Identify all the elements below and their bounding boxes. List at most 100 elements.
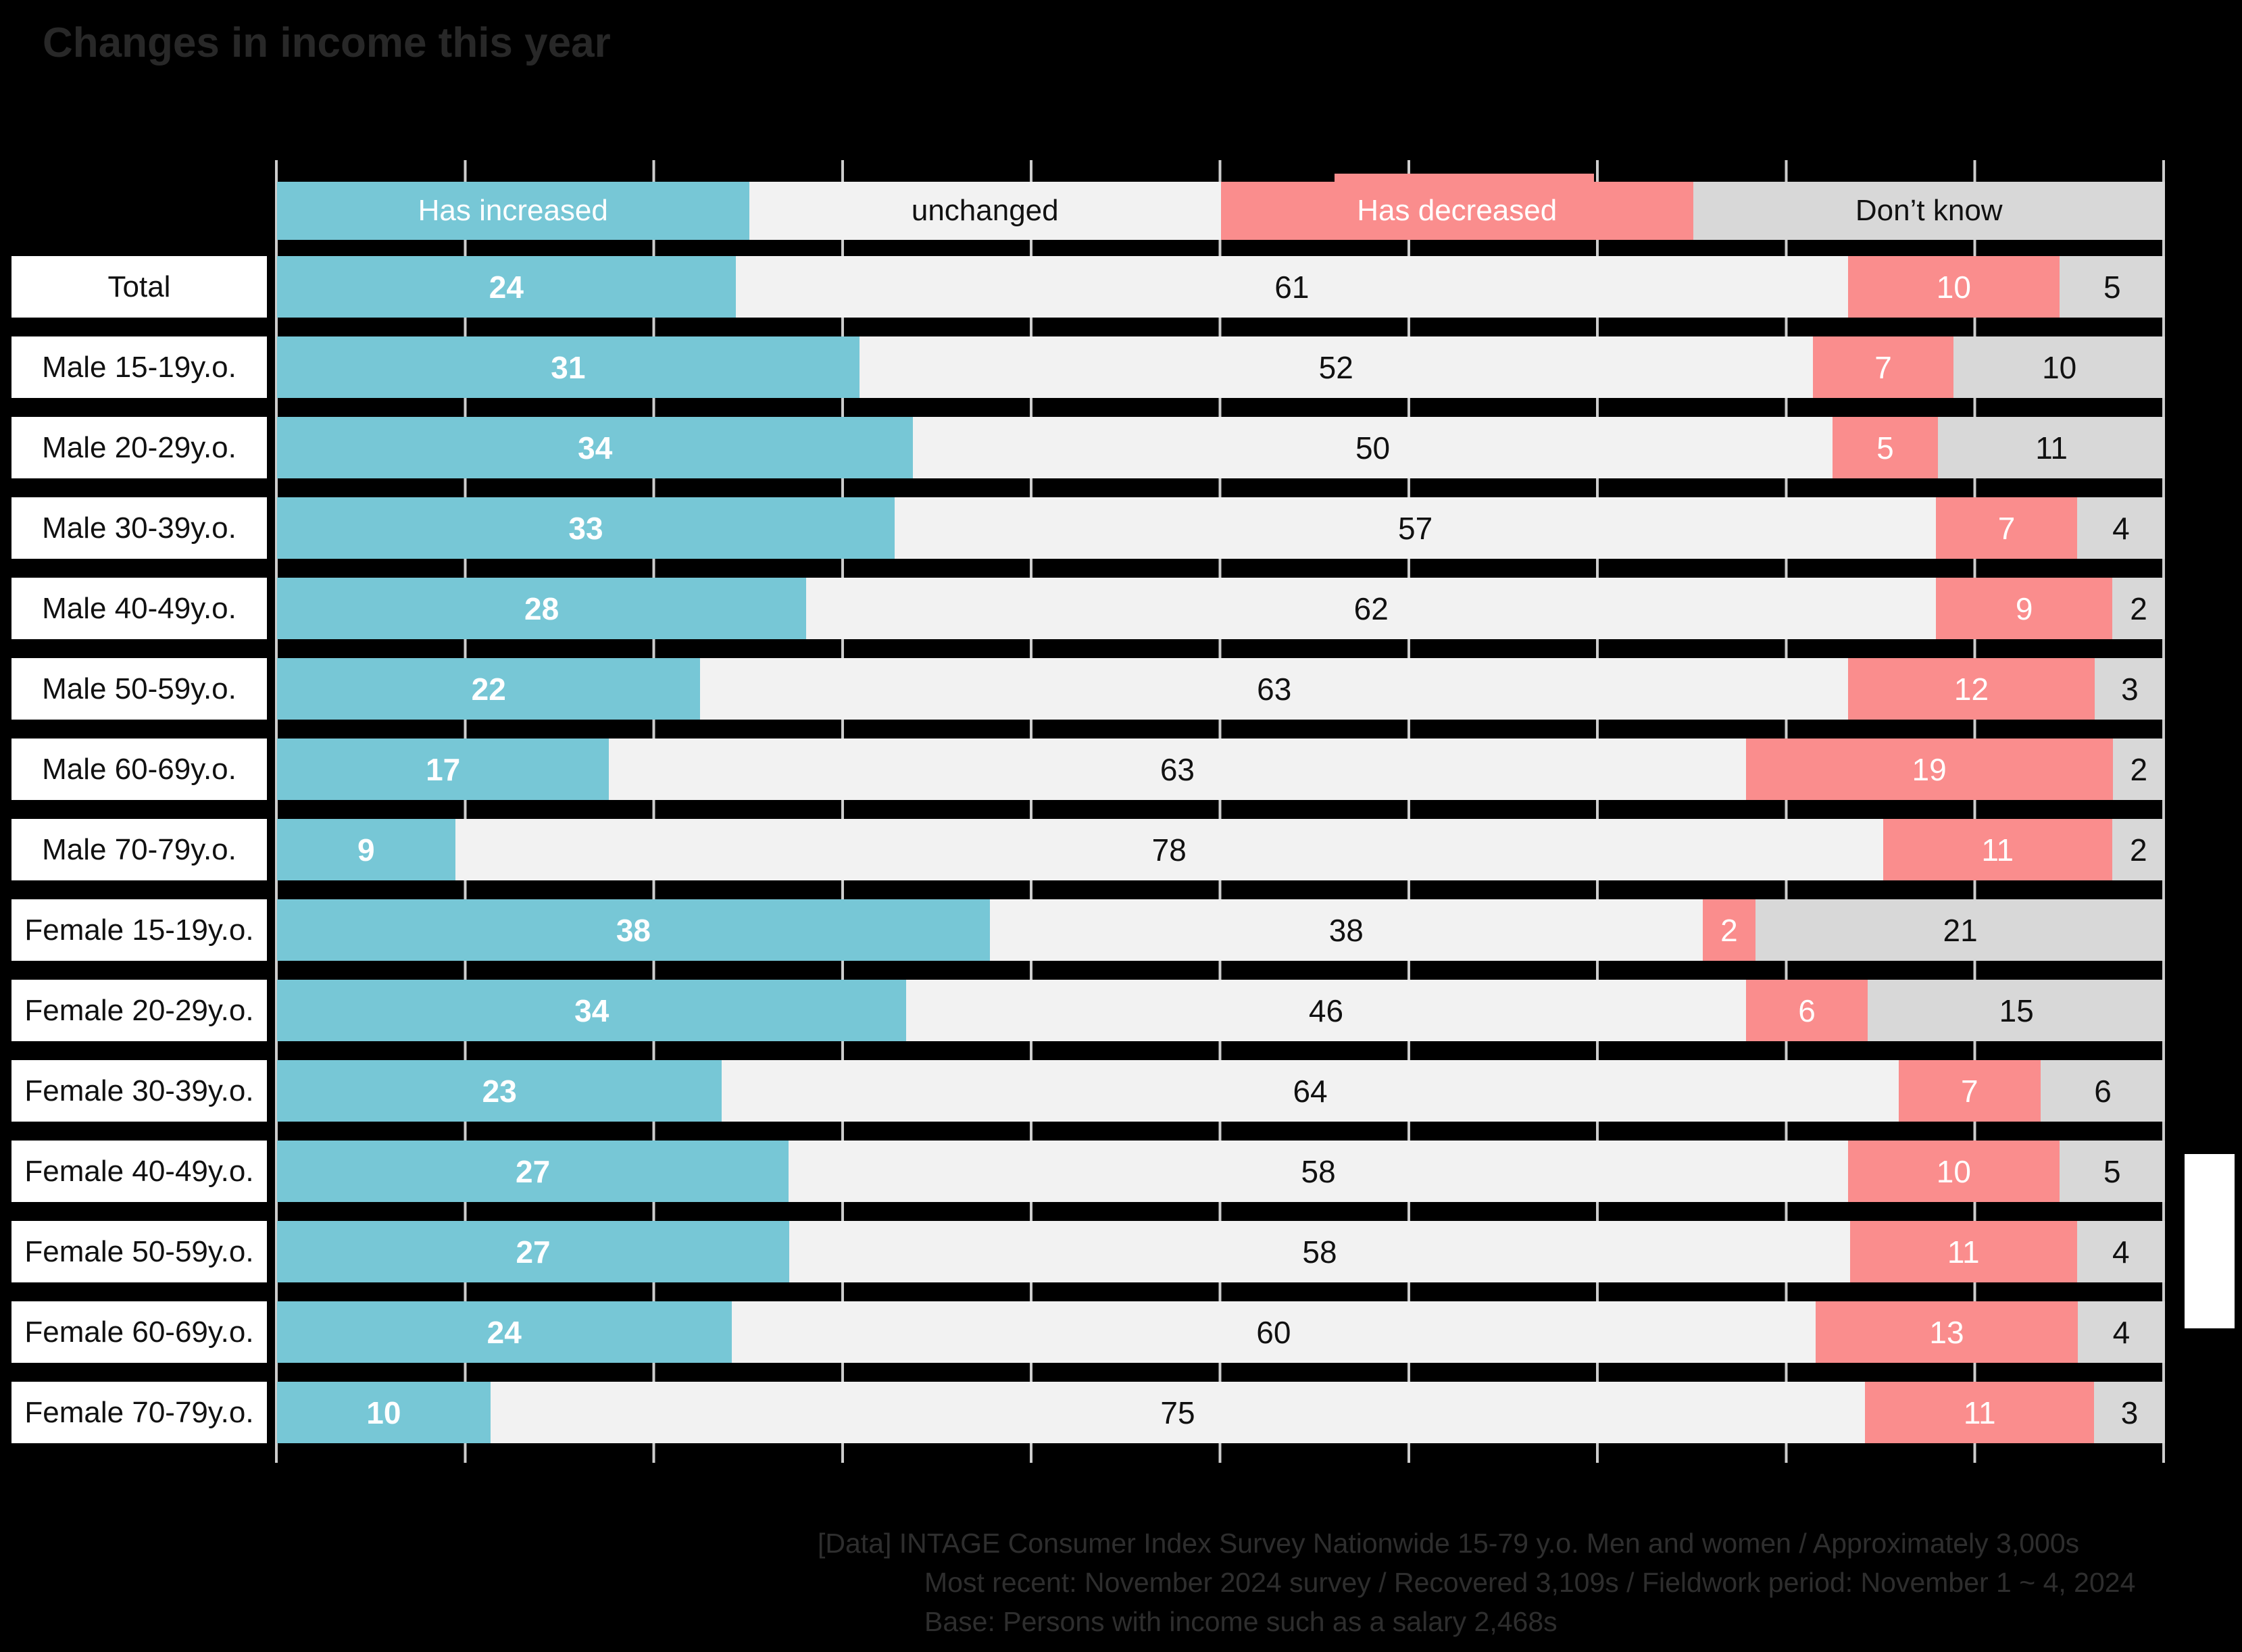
segment-don-t-know: 2 — [2112, 739, 2165, 800]
bar-male-20-29y-o: 34 50 5 11 — [277, 417, 2166, 478]
bar-male-40-49y-o: 28 62 9 2 — [277, 578, 2165, 639]
segment-unchanged: 75 — [490, 1382, 1866, 1443]
segment-don-t-know: 2 — [2112, 819, 2165, 880]
segment-has-decreased: 11 — [1865, 1382, 2095, 1443]
bar-female-70-79y-o: 10 75 11 3 — [277, 1382, 2165, 1443]
segment-has-decreased: 19 — [1745, 739, 2113, 800]
segment-has-increased: 10 — [277, 1382, 491, 1443]
footer-survey-line: Most recent: November 2024 survey / Reco… — [924, 1567, 2136, 1598]
footer-source-line: [Data] INTAGE Consumer Index Survey Nati… — [818, 1528, 2080, 1559]
legend-item-has-decreased: Has decreased — [1221, 174, 1693, 240]
segment-don-t-know: 5 — [2059, 256, 2165, 318]
bar-female-40-49y-o: 27 58 10 5 — [277, 1141, 2165, 1202]
segment-has-increased: 34 — [277, 417, 914, 478]
segment-unchanged: 38 — [989, 899, 1703, 961]
segment-has-increased: 9 — [277, 819, 455, 880]
segment-unchanged: 63 — [700, 658, 1848, 720]
segment-has-decreased: 7 — [1936, 497, 2077, 559]
side-white-box — [2185, 1154, 2235, 1328]
legend-item-unchanged: unchanged — [749, 182, 1221, 240]
legend-label: Has decreased — [1357, 194, 1558, 227]
row-label-female-50-59y-o: Female 50-59y.o. — [11, 1221, 267, 1282]
row-label-male-15-19y-o: Male 15-19y.o. — [11, 336, 267, 398]
segment-has-decreased: 12 — [1848, 658, 2095, 720]
segment-has-decreased: 7 — [1812, 336, 1954, 398]
bar-female-20-29y-o: 34 46 6 15 — [277, 980, 2165, 1041]
bar-female-30-39y-o: 23 64 7 6 — [277, 1060, 2165, 1122]
segment-don-t-know: 4 — [2076, 497, 2166, 559]
segment-unchanged: 78 — [455, 819, 1883, 880]
segment-don-t-know: 4 — [2077, 1301, 2165, 1363]
row-label-male-30-39y-o: Male 30-39y.o. — [11, 497, 267, 559]
bar-male-15-19y-o: 31 52 7 10 — [277, 336, 2165, 398]
segment-has-increased: 23 — [277, 1060, 722, 1122]
legend-label: Has increased — [418, 194, 608, 227]
segment-unchanged: 62 — [806, 578, 1937, 639]
segment-don-t-know: 3 — [2094, 1382, 2165, 1443]
segment-has-decreased: 11 — [1883, 819, 2112, 880]
segment-has-increased: 24 — [277, 1301, 732, 1363]
segment-unchanged: 64 — [722, 1060, 1899, 1122]
row-label-male-70-79y-o: Male 70-79y.o. — [11, 819, 267, 880]
segment-has-decreased: 2 — [1702, 899, 1756, 961]
legend-item-has-increased: Has increased — [277, 182, 749, 240]
segment-has-decreased: 9 — [1936, 578, 2113, 639]
row-label-male-50-59y-o: Male 50-59y.o. — [11, 658, 267, 720]
segment-has-increased: 27 — [277, 1141, 789, 1202]
segment-unchanged: 63 — [609, 739, 1746, 800]
segment-has-increased: 17 — [277, 739, 609, 800]
legend-label: unchanged — [911, 194, 1059, 227]
segment-has-increased: 31 — [277, 336, 860, 398]
segment-has-increased: 24 — [277, 256, 736, 318]
row-label-female-20-29y-o: Female 20-29y.o. — [11, 980, 267, 1041]
segment-has-decreased: 13 — [1816, 1301, 2078, 1363]
row-label-female-15-19y-o: Female 15-19y.o. — [11, 899, 267, 961]
bar-male-70-79y-o: 9 78 11 2 — [277, 819, 2165, 880]
legend-raised-cap — [1334, 174, 1594, 183]
segment-don-t-know: 4 — [2076, 1221, 2165, 1282]
segment-unchanged: 46 — [906, 980, 1746, 1041]
segment-has-decreased: 10 — [1848, 1141, 2060, 1202]
segment-unchanged: 50 — [913, 417, 1833, 478]
segment-has-decreased: 10 — [1848, 256, 2060, 318]
segment-unchanged: 60 — [731, 1301, 1816, 1363]
chart-title: Changes in income this year — [43, 20, 611, 66]
segment-don-t-know: 6 — [2040, 1060, 2165, 1122]
segment-has-increased: 33 — [277, 497, 895, 559]
segment-has-decreased: 7 — [1898, 1060, 2041, 1122]
segment-don-t-know: 2 — [2112, 578, 2165, 639]
segment-has-increased: 34 — [277, 980, 907, 1041]
segment-has-increased: 27 — [277, 1221, 790, 1282]
legend-item-don-t-know: Don’t know — [1693, 182, 2165, 240]
segment-has-decreased: 11 — [1849, 1221, 2077, 1282]
segment-unchanged: 58 — [789, 1221, 1850, 1282]
bar-total: 24 61 10 5 — [277, 256, 2165, 318]
bar-male-60-69y-o: 17 63 19 2 — [277, 739, 2165, 800]
segment-unchanged: 57 — [894, 497, 1937, 559]
segment-don-t-know: 15 — [1868, 980, 2165, 1041]
bar-female-50-59y-o: 27 58 11 4 — [277, 1221, 2165, 1282]
footer-base-line: Base: Persons with income such as a sala… — [924, 1606, 1558, 1637]
segment-unchanged: 52 — [859, 336, 1813, 398]
row-label-female-70-79y-o: Female 70-79y.o. — [11, 1382, 267, 1443]
row-label-male-60-69y-o: Male 60-69y.o. — [11, 739, 267, 800]
bar-male-30-39y-o: 33 57 7 4 — [277, 497, 2166, 559]
segment-has-decreased: 5 — [1832, 417, 1939, 478]
row-label-female-60-69y-o: Female 60-69y.o. — [11, 1301, 267, 1363]
segment-has-increased: 38 — [277, 899, 990, 961]
segment-has-decreased: 6 — [1745, 980, 1868, 1041]
row-label-male-40-49y-o: Male 40-49y.o. — [11, 578, 267, 639]
segment-don-t-know: 11 — [1938, 417, 2166, 478]
segment-don-t-know: 3 — [2094, 658, 2165, 720]
legend: Has increased unchanged Has decreased Don’t… — [277, 174, 2165, 240]
segment-has-increased: 28 — [277, 578, 807, 639]
segment-unchanged: 58 — [789, 1141, 1848, 1202]
legend-label: Don’t know — [1855, 194, 2003, 227]
bar-female-60-69y-o: 24 60 13 4 — [277, 1301, 2165, 1363]
bar-male-50-59y-o: 22 63 12 3 — [277, 658, 2165, 720]
segment-has-increased: 22 — [277, 658, 701, 720]
segment-don-t-know: 10 — [1953, 336, 2165, 398]
segment-unchanged: 61 — [735, 256, 1848, 318]
row-label-female-40-49y-o: Female 40-49y.o. — [11, 1141, 267, 1202]
